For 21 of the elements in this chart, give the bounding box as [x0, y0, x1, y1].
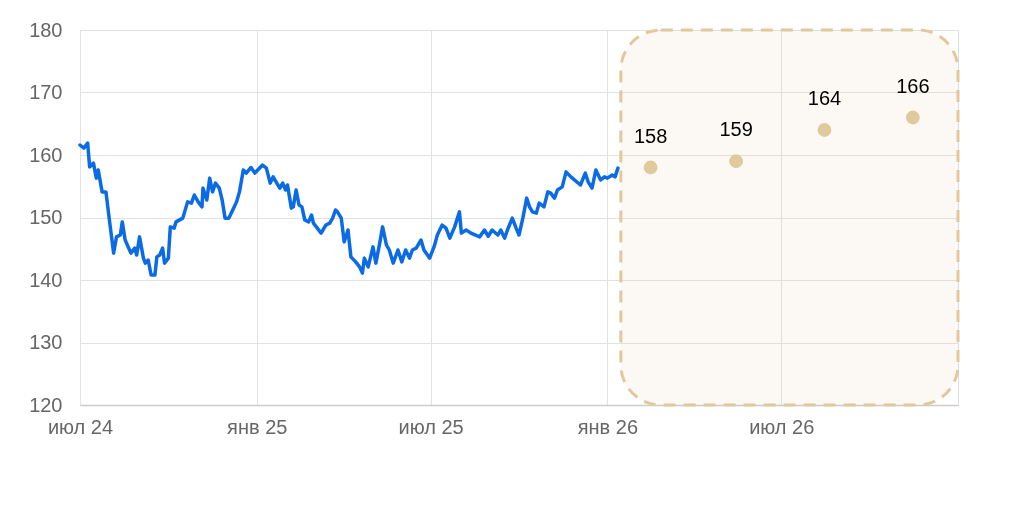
- data-label: 159: [719, 118, 753, 141]
- line-series: [78, 141, 620, 277]
- x-tick-label: янв 25: [227, 415, 288, 438]
- x-tick-label: июл 24: [47, 415, 114, 438]
- y-tick-label: 150: [29, 206, 63, 228]
- y-tick-label: 130: [29, 331, 63, 353]
- data-label: 164: [807, 87, 842, 109]
- point: [817, 123, 832, 137]
- data-label: 158: [633, 124, 668, 147]
- x-tick-label: июл 26: [749, 415, 815, 438]
- point: [729, 154, 743, 169]
- x-tick-label: июл 25: [398, 415, 464, 438]
- y-tick-label: 120: [29, 393, 63, 416]
- point: [905, 110, 920, 125]
- point: [643, 160, 658, 175]
- y-tick-label: 170: [29, 81, 63, 103]
- x-tick-label: янв 26: [577, 415, 639, 438]
- y-tick-label: 180: [29, 18, 63, 41]
- y-tick-label: 140: [29, 268, 63, 291]
- data-label: 166: [896, 74, 930, 97]
- y-tick-label: 160: [29, 143, 63, 166]
